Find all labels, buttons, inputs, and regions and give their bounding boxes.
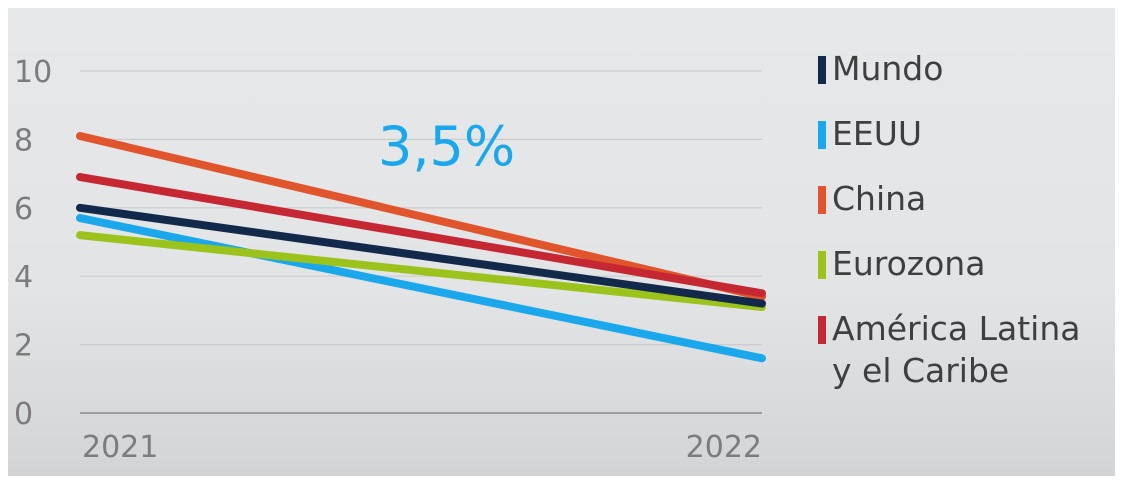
series-line-eeuu [76,214,766,363]
y-tick-label: 2 [14,329,33,364]
series-line-eurozona [76,231,766,311]
y-tick-label: 6 [14,192,33,227]
legend-item: Mundo [818,48,1080,90]
x-tick-label: 2021 [82,430,158,465]
legend-swatch [818,121,826,149]
legend-swatch [818,186,826,214]
legend-swatch [818,316,826,344]
series-lines [76,131,766,363]
legend-swatch [818,56,826,84]
legend-item: EEUU [818,113,1080,155]
legend-item: China [818,178,1080,220]
series-line-mundo [76,203,766,308]
legend-item: América Latina y el Caribe [818,308,1080,392]
x-tick-label: 2022 [686,430,762,465]
y-tick-label: 10 [14,55,52,90]
legend: Mundo EEUU China Eurozona América Latina y e… [818,48,1080,415]
legend-label: América Latina y el Caribe [832,309,1081,390]
y-tick-label: 0 [14,397,33,432]
series-line-am-rica-latina [76,173,766,298]
legend-label: China [832,179,927,218]
y-tick-label: 4 [14,260,33,295]
annotation-label: 3,5% [378,115,515,178]
legend-item: Eurozona [818,243,1080,285]
legend-swatch [818,251,826,279]
y-tick-label: 8 [14,123,33,158]
gridlines [80,70,762,414]
x-axis-ticks: 2021 2022 [82,430,762,465]
legend-label: Mundo [832,49,944,88]
y-axis-ticks: 0 2 4 6 8 10 [14,55,52,432]
legend-label: Eurozona [832,244,986,283]
legend-label: EEUU [832,114,923,153]
